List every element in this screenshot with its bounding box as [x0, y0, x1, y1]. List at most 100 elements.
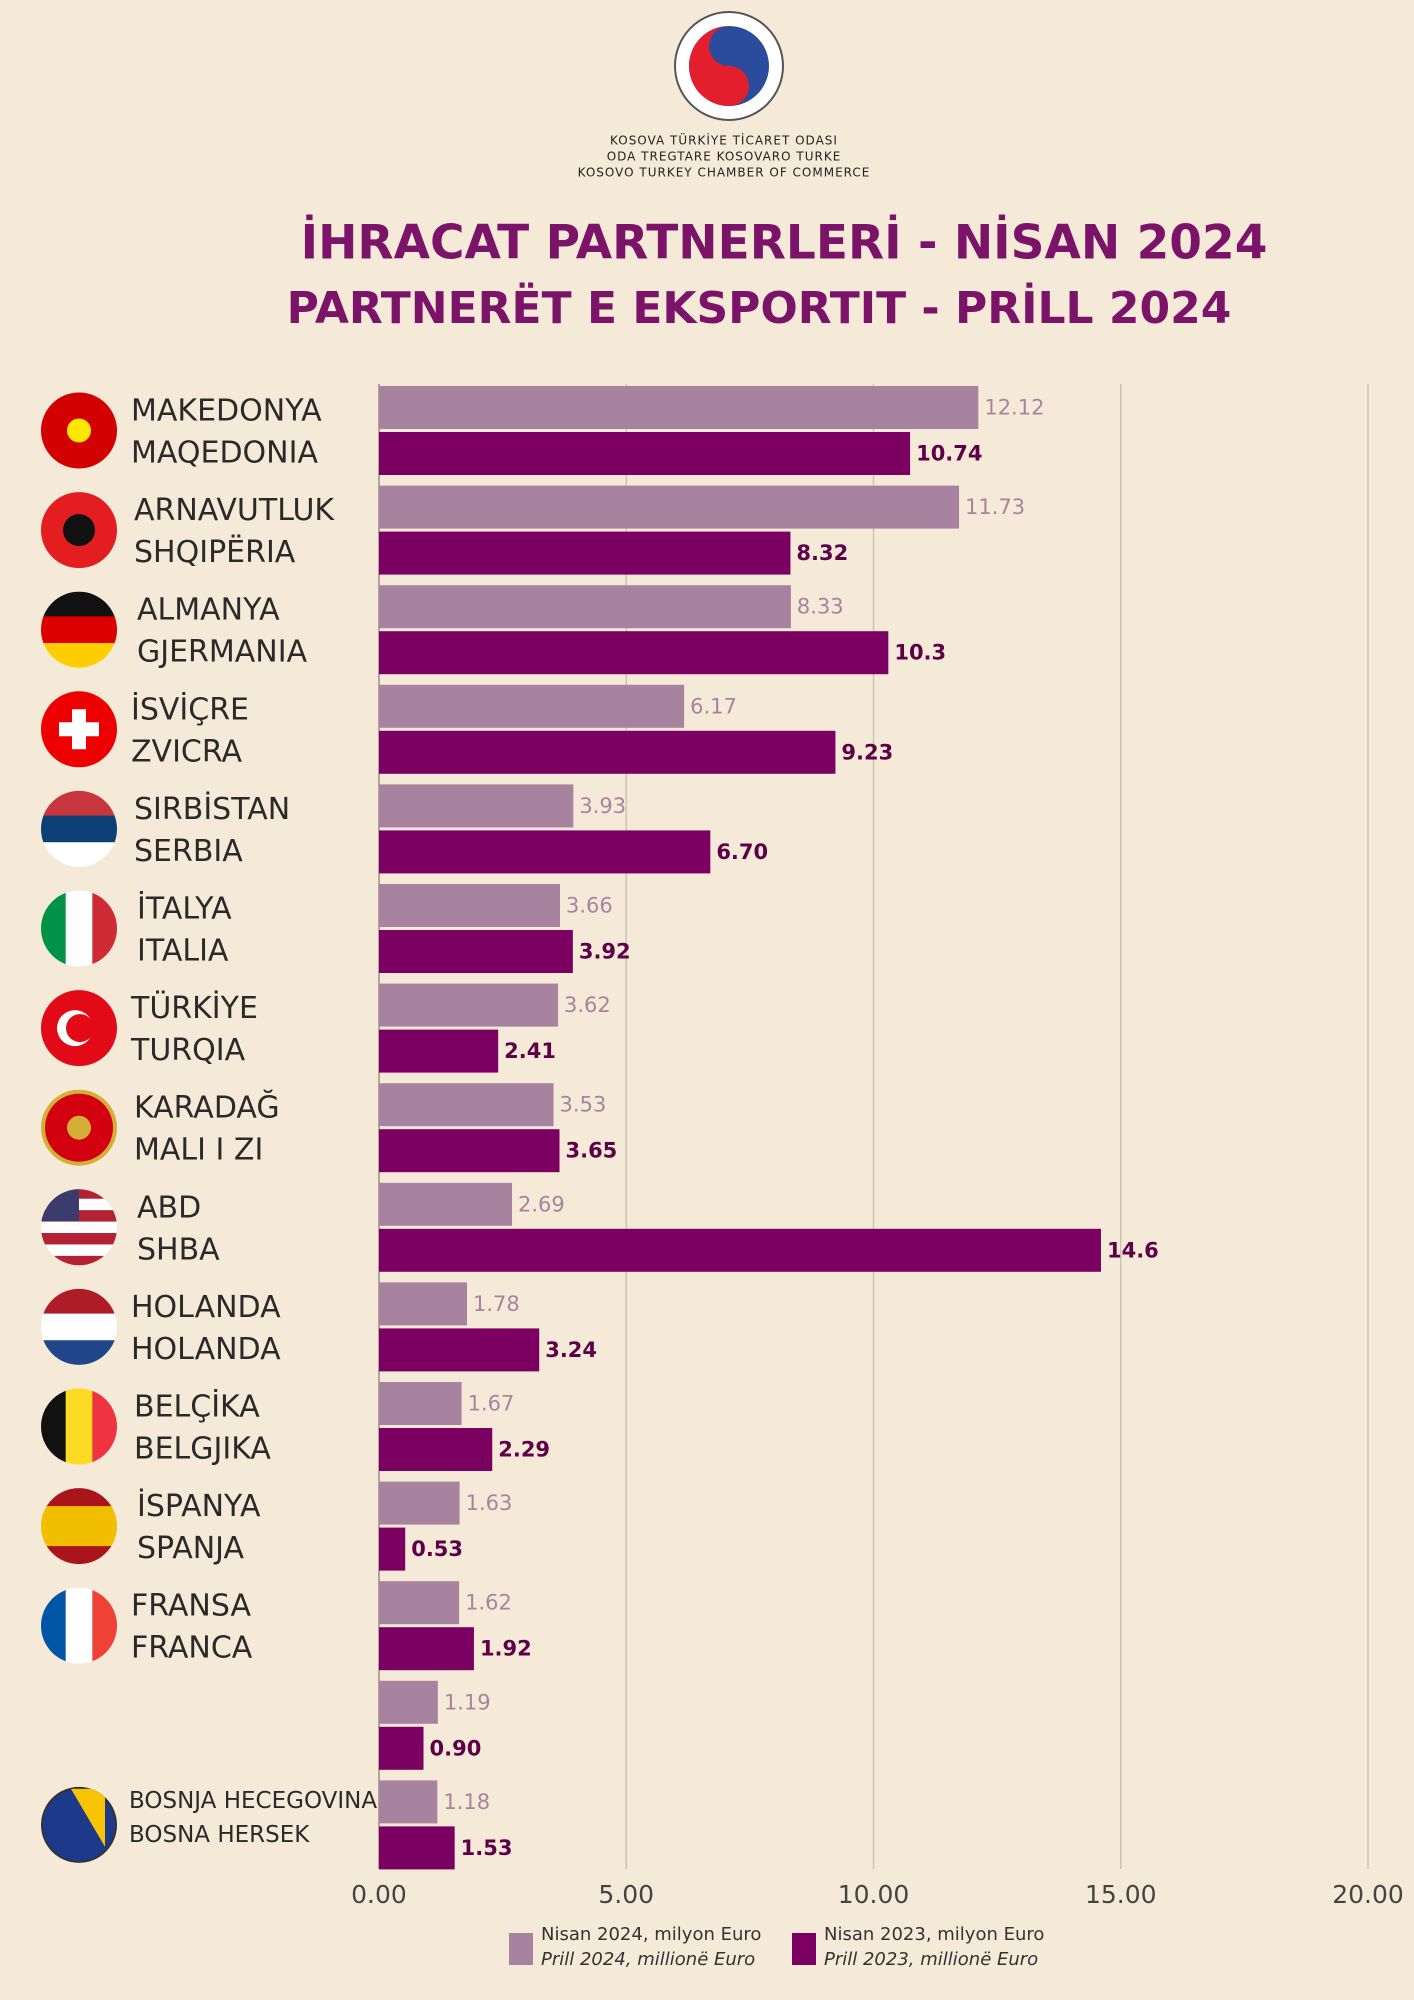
flag-part [59, 709, 99, 750]
value-label: 8.32 [796, 541, 848, 565]
category-label: BOSNA HERSEK [129, 1822, 310, 1848]
value-label: 3.24 [545, 1338, 597, 1362]
category-label: BELÇİKA [134, 1389, 260, 1425]
category-label: GJERMANIA [137, 635, 308, 670]
flag [41, 691, 117, 768]
flag [41, 1388, 117, 1465]
category-label: HOLANDA [131, 1332, 281, 1367]
x-tick-label: 0.00 [351, 1880, 407, 1909]
bar [379, 1627, 474, 1671]
chart-title: İHRACAT PARTNERLERİ - NİSAN 2024 [301, 216, 1268, 271]
flag-part [41, 616, 117, 644]
value-label: 8.33 [797, 595, 844, 619]
category-label: BOSNJA HECEGOVINA [129, 1788, 377, 1814]
flag [41, 1786, 117, 1863]
bar [379, 1282, 468, 1326]
bar [379, 1481, 460, 1525]
bar [379, 930, 573, 973]
category-label: TÜRKİYE [130, 990, 258, 1026]
flag-part [71, 1788, 105, 1847]
bar [379, 531, 791, 575]
category-label: HOLANDA [131, 1290, 281, 1325]
category-label: ARNAVUTLUK [134, 493, 335, 528]
legend-label: Nisan 2024, milyon Euro [541, 1924, 761, 1945]
flag-part [41, 1221, 117, 1234]
bar [379, 585, 791, 629]
value-label: 3.65 [565, 1139, 617, 1163]
header-line: ODA TREGTARE KOSOVARO TURKE [607, 150, 842, 164]
flag-part [41, 1255, 117, 1266]
bar [379, 684, 685, 728]
category-label: SPANJA [137, 1531, 244, 1566]
category-label: İSVİÇRE [131, 691, 249, 727]
category-label: İTALYA [137, 891, 232, 927]
category-label: SHBA [137, 1232, 220, 1267]
bar [379, 1328, 540, 1372]
flag-part [66, 1014, 94, 1043]
flag-part [67, 418, 91, 443]
category-label: ZVICRA [131, 734, 242, 769]
value-label: 3.62 [564, 993, 611, 1017]
legend-label: Prill 2023, millionë Euro [824, 1949, 1038, 1970]
flag-part [67, 1115, 91, 1140]
value-label: 2.41 [504, 1039, 556, 1063]
header-line: KOSOVO TURKEY CHAMBER OF COMMERCE [578, 166, 871, 180]
flag-part [41, 815, 117, 843]
value-label: 10.3 [894, 641, 946, 665]
bar [379, 386, 979, 429]
value-label: 2.69 [518, 1192, 565, 1216]
bar [379, 1780, 438, 1824]
bar [379, 1029, 499, 1073]
flag [41, 990, 117, 1067]
flag-part [41, 1506, 117, 1527]
value-label: 3.66 [566, 894, 613, 918]
bar [379, 830, 711, 874]
flag [41, 1587, 117, 1664]
category-label: TURQIA [130, 1033, 246, 1068]
value-label: 6.70 [716, 840, 768, 864]
bar [379, 983, 559, 1027]
category-label: BELGJIKA [134, 1432, 271, 1467]
bar [379, 485, 960, 529]
category-label: ABD [137, 1190, 201, 1225]
x-tick-label: 10.00 [838, 1880, 910, 1909]
flag [41, 392, 117, 469]
bar [379, 1581, 460, 1625]
category-label: KARADAĞ [134, 1089, 280, 1126]
value-label: 1.62 [465, 1591, 512, 1615]
bar [379, 631, 889, 675]
value-label: 3.93 [579, 794, 626, 818]
value-label: 1.53 [461, 1836, 513, 1860]
bar [379, 1129, 560, 1173]
category-label: MAQEDONIA [131, 436, 318, 471]
header-line: KOSOVA TÜRKİYE TİCARET ODASI [610, 132, 838, 148]
category-label: MALI I ZI [134, 1133, 263, 1168]
bar [379, 1382, 462, 1425]
value-label: 2.29 [498, 1438, 550, 1462]
logo [674, 11, 784, 121]
value-label: 3.53 [560, 1093, 607, 1117]
value-label: 11.73 [965, 495, 1025, 519]
bar [379, 730, 836, 774]
value-label: 1.18 [443, 1790, 490, 1814]
value-label: 0.53 [411, 1537, 463, 1561]
legend-swatch [792, 1933, 816, 1965]
bar [379, 1726, 424, 1770]
bar [379, 1428, 493, 1471]
x-tick-label: 5.00 [598, 1880, 654, 1909]
category-label: FRANCA [131, 1631, 253, 1666]
flag-part [63, 514, 95, 547]
value-label: 1.19 [444, 1690, 491, 1714]
value-label: 10.74 [916, 442, 982, 466]
value-label: 3.92 [579, 940, 631, 964]
bar [379, 784, 574, 828]
bar [379, 1083, 554, 1127]
category-label: SHQIPËRIA [134, 534, 296, 570]
bar [379, 1680, 438, 1724]
bar [379, 1527, 406, 1571]
bar [379, 1826, 455, 1870]
flag-part [41, 1526, 117, 1547]
flag [41, 1189, 117, 1266]
legend-label: Prill 2024, millionë Euro [541, 1949, 755, 1970]
